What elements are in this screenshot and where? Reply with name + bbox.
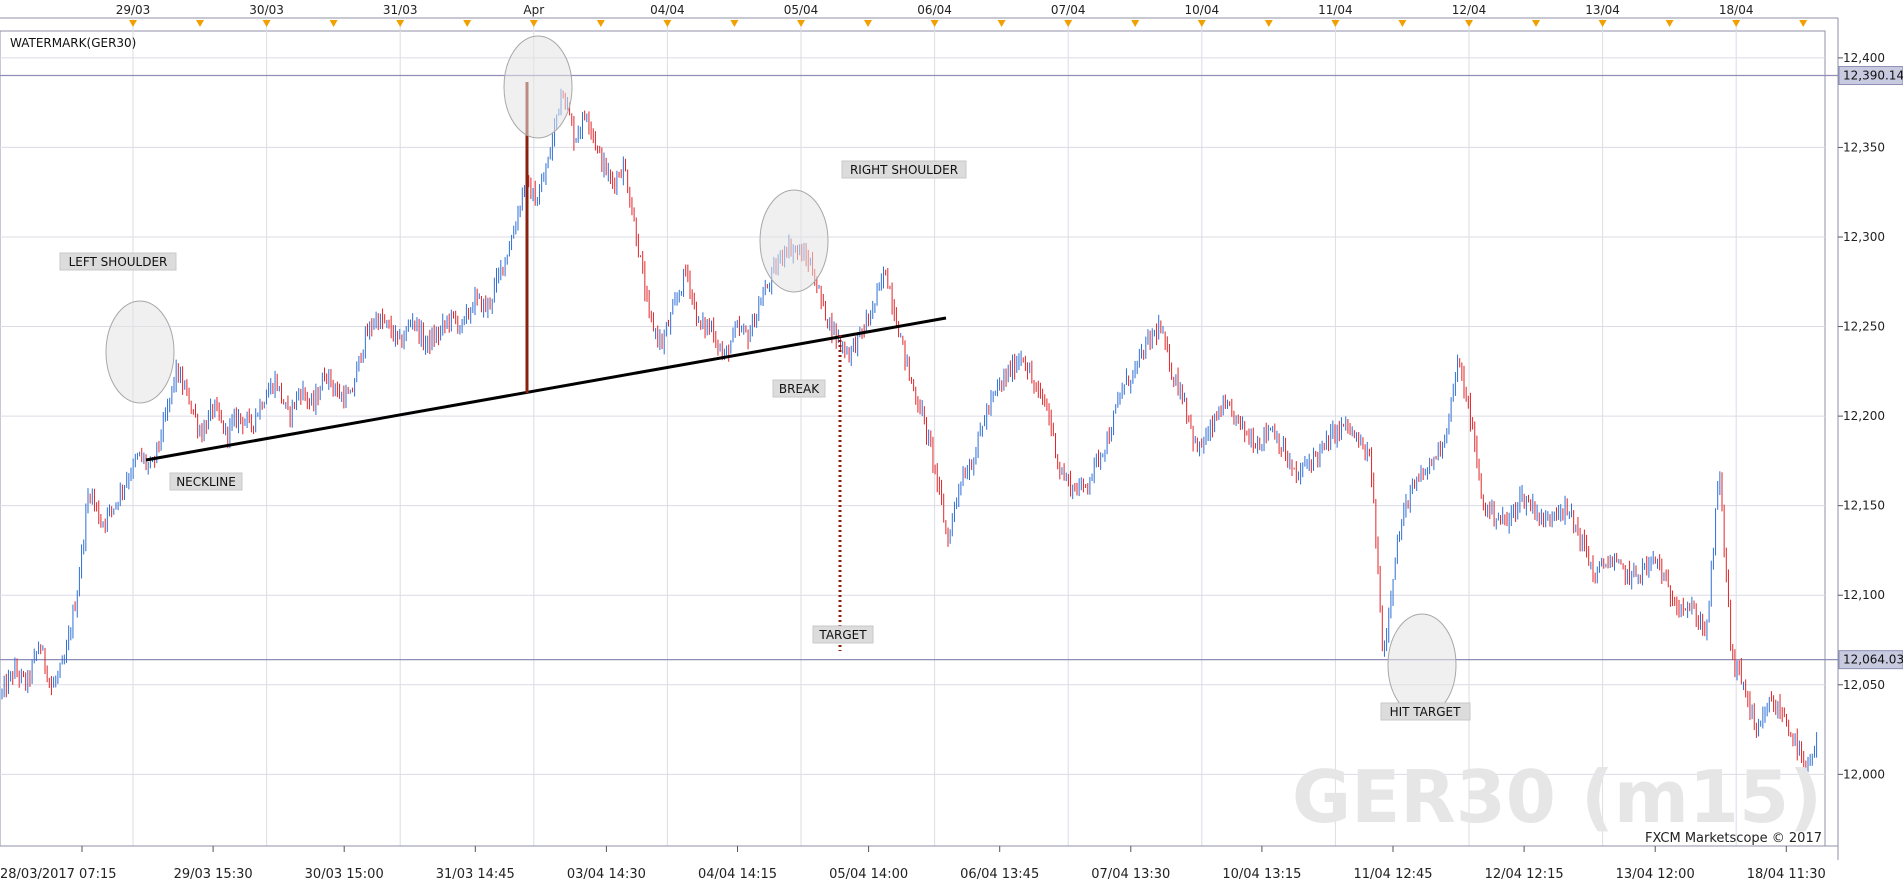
y-tick-label: 12,200 bbox=[1843, 409, 1885, 423]
session-marker bbox=[1398, 20, 1407, 27]
x-top-tick-label: Apr bbox=[523, 3, 544, 17]
session-marker bbox=[329, 20, 338, 27]
x-top-tick-label: 30/03 bbox=[249, 3, 284, 17]
label-break: BREAK bbox=[779, 382, 820, 396]
label-neckline: NECKLINE bbox=[176, 475, 236, 489]
session-marker bbox=[1665, 20, 1674, 27]
watermark-text: GER30 (m15) bbox=[1292, 755, 1822, 839]
right-shoulder-circle bbox=[759, 189, 829, 293]
session-marker bbox=[529, 20, 538, 27]
x-bottom-tick-label: 07/04 13:30 bbox=[1091, 867, 1170, 882]
session-marker bbox=[1732, 20, 1741, 27]
y-tick-label: 12,250 bbox=[1843, 320, 1885, 334]
x-top-tick-label: 06/04 bbox=[917, 3, 952, 17]
session-marker bbox=[797, 20, 805, 27]
session-marker bbox=[1064, 20, 1073, 27]
session-marker bbox=[1799, 20, 1808, 27]
x-bottom-tick-label: 05/04 14:00 bbox=[829, 867, 908, 882]
price-line-label: 12,390.14 bbox=[1843, 69, 1903, 83]
annotation-labels: LEFT SHOULDER NECKLINE RIGHT SHOULDER BR… bbox=[59, 160, 1471, 721]
x-top-tick-label: 13/04 bbox=[1585, 3, 1620, 17]
session-marker bbox=[1264, 20, 1273, 27]
x-bottom-tick-label: 11/04 12:45 bbox=[1353, 867, 1432, 882]
y-tick-label: 12,000 bbox=[1843, 767, 1885, 781]
session-marker bbox=[1131, 20, 1140, 27]
session-marker bbox=[1197, 20, 1206, 27]
grid bbox=[0, 18, 1825, 846]
top-axis-band bbox=[0, 0, 1903, 18]
price-line-tag bbox=[1838, 650, 1903, 670]
label-left-shoulder: LEFT SHOULDER bbox=[69, 255, 168, 269]
x-bottom-tick-label: 06/04 13:45 bbox=[960, 867, 1039, 882]
x-bottom-tick-label: 04/04 14:15 bbox=[698, 867, 777, 882]
y-tick-label: 12,400 bbox=[1843, 51, 1885, 65]
y-tick-label: 12,350 bbox=[1843, 140, 1885, 154]
y-tick-label: 12,150 bbox=[1843, 499, 1885, 513]
x-bottom-tick-label: 03/04 14:30 bbox=[567, 867, 646, 882]
left-shoulder-circle bbox=[105, 300, 175, 404]
y-tick-label: 12,100 bbox=[1843, 588, 1885, 602]
y-tick-label: 12,300 bbox=[1843, 230, 1885, 244]
x-top-tick-label: 07/04 bbox=[1051, 3, 1086, 17]
x-bottom-tick-label: 13/04 12:00 bbox=[1616, 867, 1695, 882]
x-top-tick-label: 05/04 bbox=[784, 3, 819, 17]
x-top-tick-label: 11/04 bbox=[1318, 3, 1353, 17]
label-target: TARGET bbox=[818, 628, 867, 642]
price-line-label: 12,064.03 bbox=[1843, 653, 1903, 667]
hit-target-circle bbox=[1387, 613, 1457, 717]
session-marker bbox=[663, 20, 672, 27]
session-marker bbox=[1465, 20, 1473, 27]
x-bottom-tick-label: 12/04 12:15 bbox=[1485, 867, 1564, 882]
price-lines: 12,390.14 12,064.03 bbox=[0, 66, 1903, 670]
session-marker bbox=[463, 20, 472, 27]
session-marker bbox=[396, 20, 405, 27]
session-marker bbox=[196, 20, 204, 27]
session-marker bbox=[730, 20, 739, 27]
label-right-shoulder: RIGHT SHOULDER bbox=[850, 163, 958, 177]
x-bottom-tick-label: 30/03 15:00 bbox=[305, 867, 384, 882]
session-marker bbox=[864, 20, 872, 27]
y-axis: 12,400 12,350 12,300 12,250 12,200 12,150 12,1… bbox=[1838, 51, 1885, 781]
session-marker bbox=[129, 20, 137, 27]
x-bottom-tick-label: 28/03/2017 07:15 bbox=[0, 867, 117, 882]
x-bottom-tick-label: 29/03 15:30 bbox=[174, 867, 253, 882]
x-top-tick-label: 12/04 bbox=[1452, 3, 1487, 17]
x-top-tick-label: 04/04 bbox=[650, 3, 685, 17]
x-top-tick-label: 10/04 bbox=[1185, 3, 1220, 17]
x-top-tick-label: 31/03 bbox=[383, 3, 418, 17]
session-marker bbox=[997, 20, 1006, 27]
x-top-tick-label: 29/03 bbox=[116, 3, 151, 17]
chart-title: WATERMARK(GER30) bbox=[10, 36, 136, 50]
session-marker bbox=[596, 20, 605, 27]
x-top-tick-label: 18/04 bbox=[1719, 3, 1754, 17]
x-axis-bottom: 28/03/2017 07:15 29/03 15:30 30/03 15:00 31… bbox=[0, 846, 1826, 882]
session-marker bbox=[1598, 20, 1607, 27]
session-marker bbox=[1532, 20, 1540, 27]
y-tick-label: 12,050 bbox=[1843, 678, 1885, 692]
session-marker bbox=[262, 20, 271, 27]
x-bottom-tick-label: 18/04 11:30 bbox=[1747, 867, 1826, 882]
credit-text: FXCM Marketscope © 2017 bbox=[1645, 831, 1822, 846]
session-marker bbox=[930, 20, 939, 27]
pattern-drawings bbox=[105, 35, 1457, 717]
x-axis-top: 29/03 30/03 31/03 Apr 04/04 05/04 06/04 07/04 10… bbox=[116, 3, 1808, 27]
price-line-tag bbox=[1838, 66, 1903, 86]
neckline-line bbox=[145, 316, 947, 462]
session-marker bbox=[1331, 20, 1340, 27]
head-circle bbox=[503, 35, 573, 139]
x-bottom-tick-label: 10/04 13:15 bbox=[1222, 867, 1301, 882]
label-hit-target: HIT TARGET bbox=[1390, 705, 1462, 719]
x-bottom-tick-label: 31/03 14:45 bbox=[436, 867, 515, 882]
